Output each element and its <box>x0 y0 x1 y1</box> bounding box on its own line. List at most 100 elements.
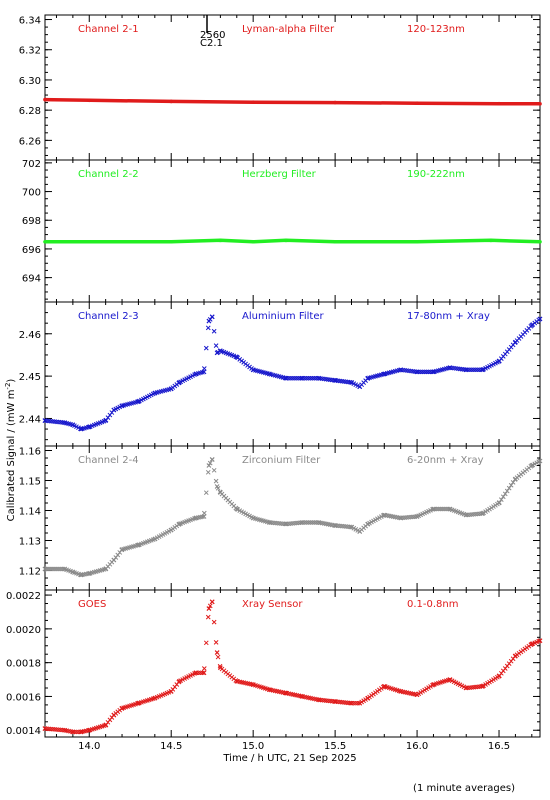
interpolated-marker <box>496 500 502 505</box>
interpolated-marker <box>213 640 219 645</box>
data-point <box>87 98 92 103</box>
interpolated-marker <box>506 485 512 491</box>
series-line <box>45 238 541 244</box>
interpolated-marker <box>213 343 219 348</box>
band-range: 17-80nm + Xray <box>407 311 490 322</box>
data-point <box>87 239 92 244</box>
panel-2: 694 696 698 700 702 Channel 2-2 Herzberg Filte… <box>22 159 542 303</box>
y-tick-label: 1.13 <box>19 537 41 548</box>
interpolated-marker <box>215 485 221 491</box>
y-tick-label: 6.32 <box>19 46 41 57</box>
data-point <box>333 239 337 244</box>
channel-name: Channel 2-4 <box>78 455 139 466</box>
panel-3: 2.44 2.45 2.46 Channel 2-3 Aluminium Filter 1… <box>19 301 543 447</box>
interpolated-marker <box>203 640 209 646</box>
solar-marker-bottom-label: C2.1 <box>200 38 223 49</box>
interpolated-marker <box>205 469 211 475</box>
interpolated-marker <box>209 599 215 605</box>
interpolated-marker <box>536 317 542 323</box>
interpolated-marker <box>205 325 211 331</box>
filter-name: Aluminium Filter <box>242 311 325 322</box>
y-axis-title-sup: -2 <box>4 383 12 390</box>
data-point <box>537 638 543 644</box>
panel-frame <box>44 589 541 738</box>
interpolated-marker <box>205 614 211 620</box>
x-tick-label: 14.5 <box>160 741 182 752</box>
filter-name: Zirconium Filter <box>242 455 321 466</box>
interpolated-marker <box>215 654 221 660</box>
y-tick-label: 0.0018 <box>6 659 41 670</box>
band-range: 0.1-0.8nm <box>407 599 459 610</box>
panels-layer: 6.26 6.28 6.30 6.32 6.34 Channel 2-1 Lyman-alp… <box>6 14 543 752</box>
interpolated-marker <box>201 510 207 516</box>
interpolated-marker <box>203 345 209 351</box>
y-tick-label: 6.26 <box>19 136 41 147</box>
interpolated-marker <box>203 490 209 496</box>
channel-name: GOES <box>78 599 106 610</box>
y-tick-label: 702 <box>22 159 41 170</box>
x-axis-title: Time / h UTC, 21 Sep 2025 <box>222 753 356 764</box>
interpolated-marker <box>536 638 542 644</box>
data-point <box>415 101 419 106</box>
y-tick-label: 694 <box>22 274 41 285</box>
data-point <box>489 238 493 243</box>
interpolated-marker <box>199 514 205 520</box>
y-tick-label: 0.0022 <box>6 591 41 602</box>
band-range: 6-20nm + Xray <box>407 455 484 466</box>
band-range: 190-222nm <box>407 169 465 180</box>
series-line <box>44 97 541 106</box>
filter-name: Lyman-alpha Filter <box>242 24 335 35</box>
data-point <box>538 102 542 106</box>
interpolated-marker <box>211 328 217 334</box>
y-tick-label: 6.30 <box>19 76 41 87</box>
filter-name: Herzberg Filter <box>242 169 317 180</box>
data-point <box>284 238 288 243</box>
y-tick-label: 1.15 <box>19 477 41 488</box>
solar-marker-top-label: 2560 <box>200 30 225 41</box>
interpolated-marker <box>504 488 510 494</box>
interpolated-marker <box>500 494 506 500</box>
panel-1: 6.26 6.28 6.30 6.32 6.34 Channel 2-1 Lyman-alp… <box>19 14 542 161</box>
interpolated-marker <box>213 478 219 484</box>
interpolated-marker <box>199 369 205 375</box>
panel-frame <box>44 14 541 161</box>
interpolated-marker <box>510 480 516 485</box>
y-tick-label: 698 <box>22 216 41 227</box>
data-point <box>251 100 255 104</box>
interpolated-marker <box>207 460 213 466</box>
interpolated-marker <box>201 666 207 671</box>
y-tick-label: 0.0014 <box>6 726 41 737</box>
panel-frame <box>44 159 541 303</box>
x-tick-label: 15.0 <box>242 741 264 752</box>
y-tick-label: 1.14 <box>19 507 41 518</box>
interpolated-marker <box>502 491 508 497</box>
panel-5: 0.0014 0.0016 0.0018 0.0020 0.0022 GOES Xray S… <box>6 589 543 752</box>
y-tick-label: 0.0020 <box>6 625 41 636</box>
interpolated-marker <box>536 459 542 465</box>
interpolated-marker <box>201 366 207 371</box>
footnote: (1 minute averages) <box>413 783 515 794</box>
interpolated-marker <box>199 670 205 676</box>
interpolated-marker <box>209 314 215 320</box>
y-tick-label: 1.12 <box>19 567 41 578</box>
data-point <box>43 239 47 244</box>
data-point <box>214 650 220 655</box>
data-point <box>497 101 501 106</box>
panel-frame <box>44 301 541 447</box>
y-tick-label: 2.46 <box>19 330 41 341</box>
interpolated-marker <box>508 482 514 488</box>
x-tick-label: 14.0 <box>78 741 100 752</box>
x-tick-label: 15.5 <box>324 741 346 752</box>
x-tick-label: 16.0 <box>406 741 428 752</box>
data-point <box>169 239 174 244</box>
interpolated-marker <box>211 619 217 625</box>
y-tick-label: 700 <box>22 188 41 199</box>
x-tick-label: 16.5 <box>488 741 510 752</box>
y-tick-label: 696 <box>22 245 41 256</box>
interpolated-marker <box>217 663 223 669</box>
y-tick-label: 0.0016 <box>6 692 41 703</box>
channel-name: Channel 2-1 <box>78 24 139 35</box>
y-axis-title-close: ) <box>6 379 17 383</box>
data-point <box>206 606 212 612</box>
